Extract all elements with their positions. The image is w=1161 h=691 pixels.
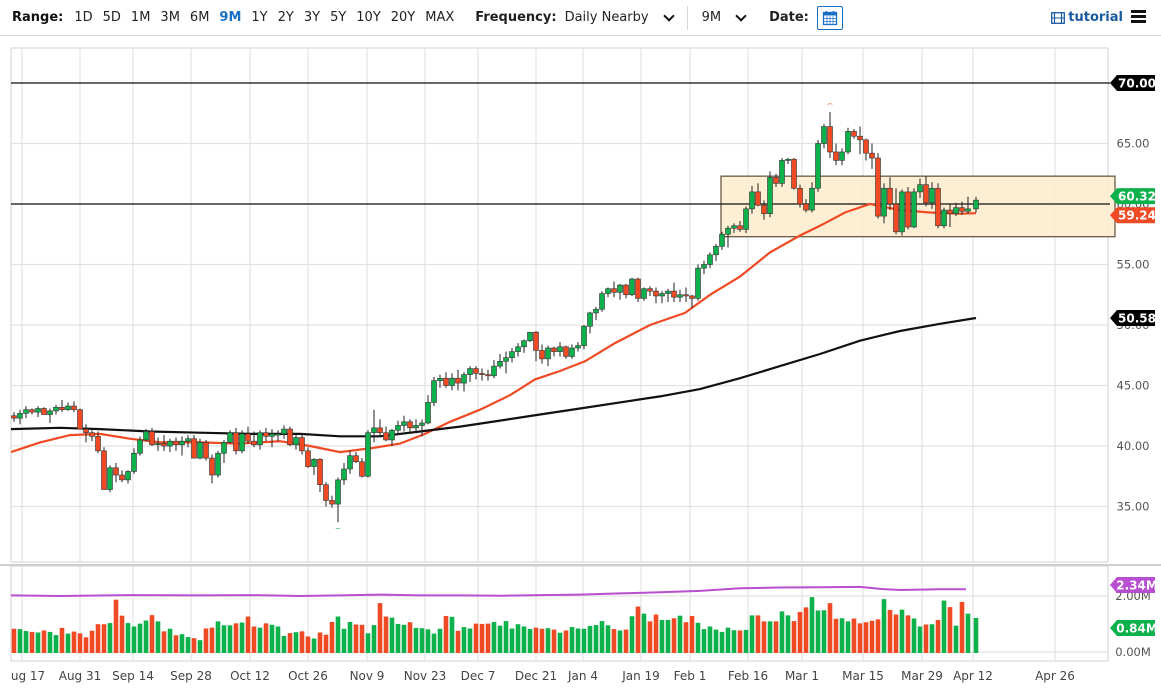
price-tag-70: [1110, 75, 1155, 91]
price-tag-last: [1110, 188, 1155, 205]
frequency-dropdown[interactable]: Daily Nearby: [564, 9, 675, 25]
svg-text:50.58: 50.58: [1118, 311, 1156, 325]
x-tick-label: Jan 4: [567, 669, 598, 683]
x-tick-label: Nov 9: [350, 669, 385, 683]
volume-tick-label: 0.00M: [1115, 645, 1151, 659]
x-tick-label: Sep 14: [112, 669, 154, 683]
x-tick-label: Mar 29: [901, 669, 943, 683]
range-label: Range:: [12, 10, 64, 25]
y-tick-label: 40.00: [1117, 439, 1150, 453]
range-1m[interactable]: 1M: [130, 10, 151, 25]
range-9m[interactable]: 9M: [219, 10, 242, 25]
x-tick-label: Aug 31: [59, 669, 102, 683]
axis-labels: ug 17 Aug 31 Sep 14 Sep 28 Oct 12 Oct 26 Nov 9…: [11, 76, 1151, 683]
date-label: Date:: [769, 10, 809, 25]
tutorial-link[interactable]: tutorial: [1051, 10, 1123, 25]
x-tick-label: Apr 12: [953, 669, 993, 683]
svg-text:60.32: 60.32: [1118, 190, 1156, 204]
y-tick-label: 45.00: [1117, 379, 1150, 393]
chart-grid: [0, 47, 1161, 662]
range-3y[interactable]: 3Y: [303, 10, 321, 25]
volume-tag-last: [1110, 620, 1155, 636]
range-10y[interactable]: 10Y: [356, 10, 381, 25]
volume-bars: [10, 585, 979, 653]
calendar-icon: [822, 10, 838, 25]
range-selector: 1D 5D 1M 3M 6M 9M 1Y 2Y 3Y 5Y 10Y 20Y MAX: [69, 10, 459, 25]
hamburger-menu-icon[interactable]: [1131, 10, 1146, 23]
moving-average-lines: [10, 202, 977, 454]
chevron-down-icon: [662, 9, 675, 22]
x-tick-label: Jan 19: [621, 669, 660, 683]
x-tick-label: Feb 1: [674, 669, 707, 683]
svg-text:⌣: ⌣: [335, 524, 341, 534]
horizontal-reference-lines: [11, 82, 1110, 205]
range-2y[interactable]: 2Y: [277, 10, 294, 25]
x-tick-label: Oct 26: [288, 669, 328, 683]
range-20y[interactable]: 20Y: [390, 10, 416, 25]
y-tick-label: 65.00: [1117, 137, 1150, 151]
tutorial-label: tutorial: [1068, 10, 1123, 25]
film-icon: [1051, 11, 1066, 24]
x-tick-label: Mar 1: [785, 669, 819, 683]
volume-tag-avg: [1110, 577, 1155, 593]
y-tick-label: 55.00: [1117, 258, 1150, 272]
range-3m[interactable]: 3M: [160, 10, 180, 25]
x-tick-label: Sep 28: [170, 669, 212, 683]
range-5d[interactable]: 5D: [102, 10, 121, 25]
svg-text:59.24: 59.24: [1118, 209, 1156, 223]
x-tick-label: ug 17: [11, 669, 45, 683]
chevron-down-icon: [735, 9, 747, 22]
range-6m[interactable]: 6M: [189, 10, 210, 25]
x-tick-label: Oct 12: [230, 669, 270, 683]
price-tag-ma200: [1110, 309, 1155, 326]
range-5y[interactable]: 5Y: [330, 10, 347, 25]
x-tick-label: Feb 16: [728, 669, 768, 683]
period-dropdown[interactable]: 9M: [701, 9, 747, 25]
svg-text:⌢: ⌢: [827, 99, 833, 109]
frequency-label: Frequency:: [475, 10, 557, 25]
x-tick-label: Dec 21: [515, 669, 557, 683]
price-tags: 70.00 59.24 60.32 50.58 2.34M 0.84M: [1110, 75, 1158, 636]
svg-text:70.00: 70.00: [1118, 77, 1156, 91]
range-1d[interactable]: 1D: [74, 10, 93, 25]
toolbar: Range: 1D 5D 1M 3M 6M 9M 1Y 2Y 3Y 5Y 10Y 20Y MAX Fre…: [0, 0, 1161, 36]
range-max[interactable]: MAX: [425, 10, 455, 25]
candlestick-series: ⌢⌣: [11, 99, 979, 534]
x-tick-label: Mar 15: [842, 669, 884, 683]
toolbar-divider: [686, 5, 688, 30]
range-1y[interactable]: 1Y: [251, 10, 268, 25]
period-value: 9M: [701, 10, 722, 25]
price-chart[interactable]: ⌢⌣ ug 17 Aug 31 Sep 14 Sep 28 Oct 12 Oct 26 No…: [0, 37, 1161, 691]
frequency-value: Daily Nearby: [564, 10, 649, 25]
y-tick-label: 35.00: [1117, 500, 1150, 514]
x-tick-label: Nov 23: [404, 669, 447, 683]
calendar-button[interactable]: [816, 5, 843, 30]
x-tick-label: Dec 7: [461, 669, 496, 683]
price-tag-ma50: [1110, 207, 1155, 224]
svg-text:0.84M: 0.84M: [1116, 622, 1158, 636]
x-tick-label: Apr 26: [1035, 669, 1075, 683]
svg-text:2.34M: 2.34M: [1116, 579, 1158, 593]
